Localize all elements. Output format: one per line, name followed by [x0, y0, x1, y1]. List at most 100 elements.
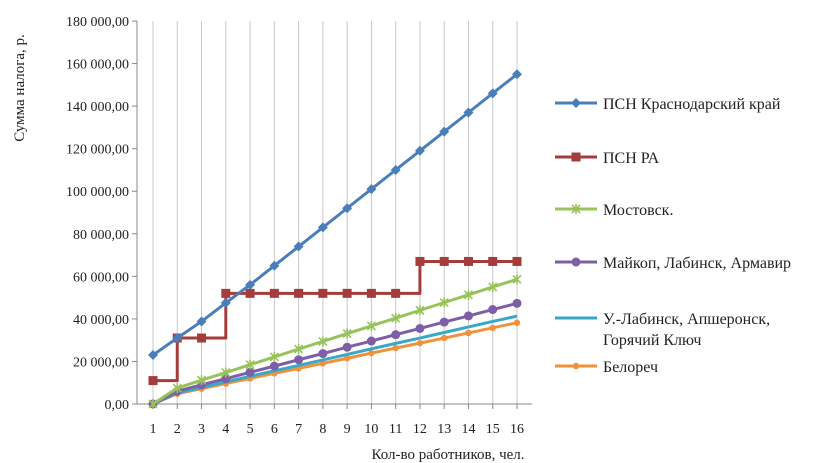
series-1 — [148, 69, 522, 361]
y-tick-label: 40 000,00 — [73, 313, 129, 328]
data-point — [391, 288, 401, 298]
x-tick-label: 15 — [486, 422, 500, 437]
data-point — [391, 313, 401, 324]
data-point — [513, 319, 521, 326]
data-point — [439, 317, 449, 327]
data-point — [439, 297, 449, 308]
legend-swatch-marker — [571, 204, 581, 214]
data-point — [368, 349, 375, 357]
legend: ПСН Краснодарский край ПСН РА Мостовск. Май… — [555, 96, 791, 376]
data-point — [488, 281, 498, 292]
x-tick-label: 13 — [437, 422, 451, 437]
data-point — [415, 256, 425, 266]
data-point — [318, 349, 328, 359]
axes — [136, 21, 532, 405]
data-point — [318, 336, 328, 347]
data-point — [221, 288, 231, 298]
data-point — [366, 184, 377, 195]
data-point — [390, 164, 401, 175]
data-point — [196, 316, 207, 327]
data-point — [293, 241, 304, 252]
data-point — [221, 367, 231, 378]
data-point — [294, 355, 304, 365]
x-tick-label: 11 — [389, 422, 402, 437]
series-line — [152, 301, 518, 406]
data-point — [463, 256, 473, 266]
x-tick-label: 2 — [174, 422, 181, 437]
data-point — [245, 288, 255, 298]
series-3 — [148, 274, 522, 409]
data-point — [415, 323, 425, 333]
data-point — [342, 288, 352, 298]
x-tick-labels: 1 2 3 4 5 6 7 8 9 10 11 12 13 14 15 16 — [150, 404, 524, 437]
legend-entry-1: ПСН Краснодарский край — [555, 96, 781, 113]
data-point — [196, 375, 207, 386]
legend-label: Майкоп, Лабинск, Армавир — [603, 255, 791, 272]
data-point — [269, 288, 279, 298]
x-tick-label: 16 — [510, 422, 524, 437]
y-tick-label: 80 000,00 — [73, 228, 129, 243]
x-tick-label: 1 — [150, 422, 157, 437]
data-point — [343, 355, 351, 362]
data-point — [294, 344, 304, 355]
data-point — [269, 260, 280, 271]
data-point — [342, 342, 352, 352]
data-point — [465, 329, 472, 337]
data-point — [172, 383, 182, 394]
data-point — [439, 256, 449, 266]
legend-entry-4: Майкоп, Лабинск, Армавир — [555, 255, 791, 272]
legend-entry-5: У.-Лабинск, Апшеронск, Горячий Ключ — [555, 311, 770, 349]
data-point — [463, 289, 474, 300]
data-point — [416, 339, 424, 347]
x-tick-label: 4 — [222, 422, 229, 437]
legend-swatch-marker — [571, 152, 581, 162]
series-6 — [149, 319, 521, 408]
data-point — [487, 88, 498, 99]
legend-entry-3: Мостовск. — [555, 202, 673, 219]
legend-swatch-marker — [571, 98, 581, 108]
series-line — [152, 321, 518, 406]
x-tick-label: 12 — [413, 422, 427, 437]
data-point — [439, 126, 450, 137]
x-tick-label: 14 — [461, 422, 475, 437]
y-tick-label: 60 000,00 — [73, 270, 129, 285]
x-tick-label: 9 — [344, 422, 351, 437]
legend-swatch-marker — [571, 257, 581, 267]
legend-label: ПСН Краснодарский край — [603, 96, 781, 113]
data-point — [512, 274, 522, 285]
y-tick-label: 120 000,00 — [66, 143, 129, 158]
data-point — [294, 288, 304, 298]
y-tick-label: 0,00 — [105, 398, 130, 413]
data-point — [463, 311, 473, 321]
series-group — [148, 69, 522, 409]
series-line — [152, 277, 518, 406]
x-tick-label: 3 — [198, 422, 205, 437]
x-axis-title: Кол-во работников, чел. — [371, 447, 524, 463]
legend-label: Мостовск. — [603, 202, 673, 219]
data-point — [366, 320, 376, 331]
data-point — [148, 376, 158, 386]
x-tick-label: 5 — [247, 422, 254, 437]
series-4 — [148, 298, 522, 409]
legend-swatch-marker — [572, 362, 580, 370]
series-line — [152, 314, 518, 406]
x-tick-label: 7 — [295, 422, 302, 437]
data-point — [197, 333, 207, 343]
data-point — [269, 361, 279, 371]
y-tick-label: 100 000,00 — [66, 185, 129, 200]
data-point — [342, 328, 352, 339]
data-point — [172, 333, 183, 344]
data-point — [245, 279, 256, 290]
data-point — [269, 351, 279, 362]
y-tick-label: 140 000,00 — [66, 100, 129, 115]
data-point — [148, 399, 158, 409]
y-tick-labels: 0,00 20 000,00 40 000,00 60 000,00 80 000,00… — [66, 15, 137, 413]
data-point — [488, 256, 498, 266]
data-point — [148, 350, 158, 361]
data-point — [463, 107, 474, 118]
series-line — [153, 259, 517, 383]
data-point — [512, 256, 522, 266]
y-tick-label: 20 000,00 — [73, 355, 129, 370]
data-point — [392, 344, 399, 352]
